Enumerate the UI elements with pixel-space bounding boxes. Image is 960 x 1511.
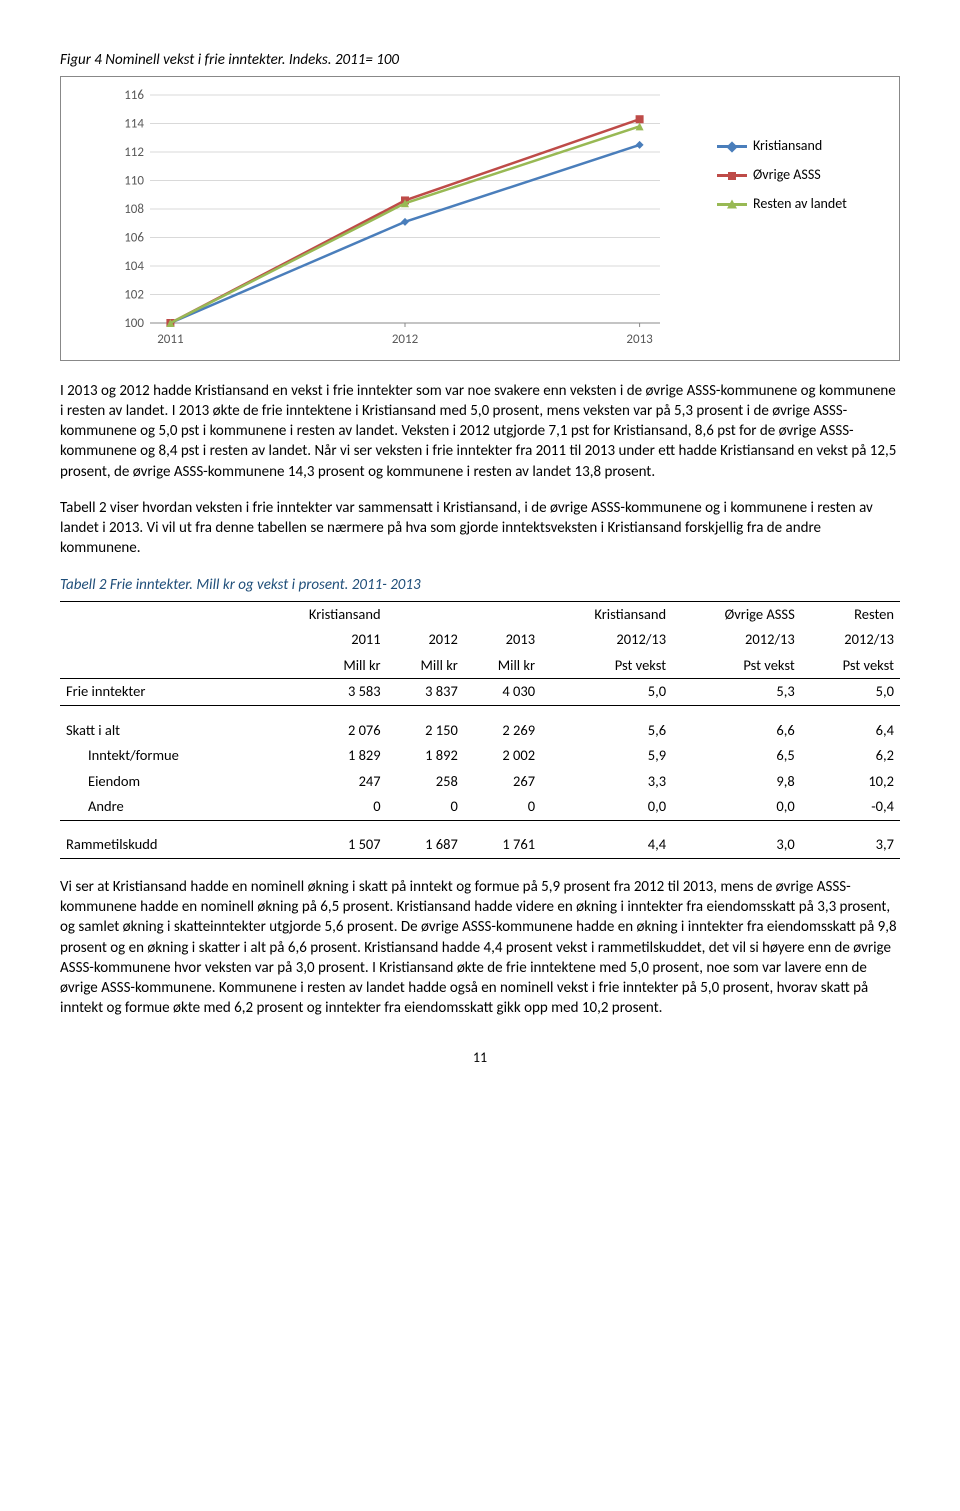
table-row: Inntekt/formue1 8291 8922 0025,96,56,2 bbox=[60, 743, 900, 769]
table-row: Andre0000,00,0-0,4 bbox=[60, 794, 900, 820]
table-cell: 3,7 bbox=[801, 832, 900, 858]
table-cell bbox=[387, 601, 464, 627]
table-cell: 6,2 bbox=[801, 743, 900, 769]
table-cell: 9,8 bbox=[672, 769, 801, 795]
table-cell: Kristiansand bbox=[256, 601, 387, 627]
table-cell: Skatt i alt bbox=[60, 718, 256, 744]
svg-text:112: 112 bbox=[124, 145, 144, 160]
table-row: Eiendom2472582673,39,810,2 bbox=[60, 769, 900, 795]
table-cell: Andre bbox=[60, 794, 256, 820]
legend-label: Resten av landet bbox=[753, 195, 847, 214]
table-row: Frie inntekter3 5833 8374 0305,05,35,0 bbox=[60, 679, 900, 706]
table-cell: 5,0 bbox=[541, 679, 672, 706]
table-cell bbox=[60, 601, 256, 627]
table-cell: 0,0 bbox=[672, 794, 801, 820]
table-cell: 1 829 bbox=[256, 743, 387, 769]
table-cell: Pst vekst bbox=[672, 653, 801, 679]
table-cell: Eiendom bbox=[60, 769, 256, 795]
table-cell: 2 150 bbox=[387, 718, 464, 744]
paragraph-2: Tabell 2 viser hvordan veksten i frie in… bbox=[60, 498, 900, 559]
table-cell: 1 892 bbox=[387, 743, 464, 769]
table-cell: 3,3 bbox=[541, 769, 672, 795]
svg-text:2011: 2011 bbox=[157, 332, 183, 347]
paragraph-1: I 2013 og 2012 hadde Kristiansand en vek… bbox=[60, 381, 900, 482]
svg-text:110: 110 bbox=[124, 174, 144, 189]
table-cell: 247 bbox=[256, 769, 387, 795]
table-cell: Frie inntekter bbox=[60, 679, 256, 706]
chart-plot-area: 100 102 104 106 108 110 112 114 116 2011 2012 2013 bbox=[73, 87, 707, 353]
table-cell: 0 bbox=[387, 794, 464, 820]
table-cell: 2012/13 bbox=[541, 627, 672, 653]
table-cell: 2012/13 bbox=[672, 627, 801, 653]
table-cell: 2013 bbox=[464, 627, 541, 653]
table-cell bbox=[60, 627, 256, 653]
svg-text:106: 106 bbox=[124, 231, 144, 246]
table-cell: -0,4 bbox=[801, 794, 900, 820]
table-cell bbox=[464, 601, 541, 627]
table-cell: Inntekt/formue bbox=[60, 743, 256, 769]
table-cell: Øvrige ASSS bbox=[672, 601, 801, 627]
svg-text:102: 102 bbox=[124, 288, 144, 303]
svg-text:2012: 2012 bbox=[392, 332, 419, 347]
svg-text:2013: 2013 bbox=[626, 332, 653, 347]
table-cell: 2012 bbox=[387, 627, 464, 653]
table-cell: 3,0 bbox=[672, 832, 801, 858]
table-cell: 5,9 bbox=[541, 743, 672, 769]
table-cell: 3 837 bbox=[387, 679, 464, 706]
page-number: 11 bbox=[60, 1049, 900, 1068]
table-cell: 2 269 bbox=[464, 718, 541, 744]
paragraph-3: Vi ser at Kristiansand hadde en nominell… bbox=[60, 877, 900, 1019]
table-cell: 3 583 bbox=[256, 679, 387, 706]
table-cell: 2012/13 bbox=[801, 627, 900, 653]
table-cell: 1 761 bbox=[464, 832, 541, 858]
table-cell: 0 bbox=[256, 794, 387, 820]
table-cell: 4 030 bbox=[464, 679, 541, 706]
table-cell: 258 bbox=[387, 769, 464, 795]
legend-item: Øvrige ASSS bbox=[717, 166, 887, 185]
table-cell: 10,2 bbox=[801, 769, 900, 795]
data-table: KristiansandKristiansandØvrige ASSSReste… bbox=[60, 601, 900, 859]
table-cell: 2 002 bbox=[464, 743, 541, 769]
table-title: Tabell 2 Frie inntekter. Mill kr og veks… bbox=[60, 575, 900, 595]
table-cell: Pst vekst bbox=[541, 653, 672, 679]
table-cell: 4,4 bbox=[541, 832, 672, 858]
svg-text:116: 116 bbox=[124, 88, 144, 103]
table-cell: 5,0 bbox=[801, 679, 900, 706]
table-cell: 6,4 bbox=[801, 718, 900, 744]
legend-item: Kristiansand bbox=[717, 137, 887, 156]
table-cell: 6,6 bbox=[672, 718, 801, 744]
figure-title: Figur 4 Nominell vekst i frie inntekter.… bbox=[60, 50, 900, 70]
table-cell: 2 076 bbox=[256, 718, 387, 744]
table-cell: 2011 bbox=[256, 627, 387, 653]
table-cell: 0,0 bbox=[541, 794, 672, 820]
chart-legend: Kristiansand Øvrige ASSS Resten av landet bbox=[717, 87, 887, 353]
table-row: Skatt i alt2 0762 1502 2695,66,66,4 bbox=[60, 718, 900, 744]
svg-text:100: 100 bbox=[124, 316, 144, 331]
svg-text:108: 108 bbox=[124, 202, 144, 217]
table-cell bbox=[60, 653, 256, 679]
svg-text:104: 104 bbox=[124, 259, 144, 274]
legend-label: Kristiansand bbox=[753, 137, 822, 156]
table-row: Rammetilskudd1 5071 6871 7614,43,03,7 bbox=[60, 832, 900, 858]
table-cell: Mill kr bbox=[464, 653, 541, 679]
table-cell: Resten bbox=[801, 601, 900, 627]
legend-item: Resten av landet bbox=[717, 195, 887, 214]
legend-label: Øvrige ASSS bbox=[753, 166, 821, 185]
table-cell: Rammetilskudd bbox=[60, 832, 256, 858]
svg-text:114: 114 bbox=[124, 117, 144, 132]
table-cell: Kristiansand bbox=[541, 601, 672, 627]
table-cell: Mill kr bbox=[387, 653, 464, 679]
table-cell: 6,5 bbox=[672, 743, 801, 769]
table-cell: 1 507 bbox=[256, 832, 387, 858]
table-cell: Mill kr bbox=[256, 653, 387, 679]
table-cell: 5,3 bbox=[672, 679, 801, 706]
table-cell: 1 687 bbox=[387, 832, 464, 858]
table-cell: 267 bbox=[464, 769, 541, 795]
table-cell: Pst vekst bbox=[801, 653, 900, 679]
table-cell: 5,6 bbox=[541, 718, 672, 744]
chart-container: 100102104106108110112114116201120122013 … bbox=[60, 76, 900, 360]
table-cell: 0 bbox=[464, 794, 541, 820]
line-chart-svg: 100 102 104 106 108 110 112 114 116 2011 2012 2013 bbox=[73, 87, 707, 347]
